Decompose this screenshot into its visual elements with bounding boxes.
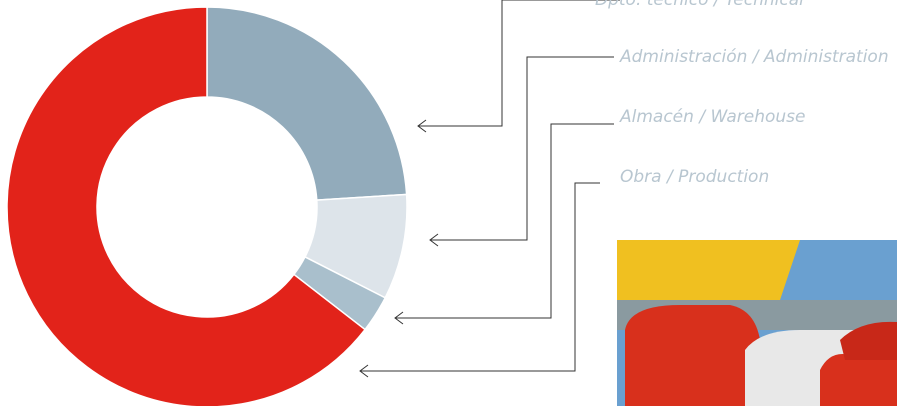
photo-van (625, 305, 760, 406)
legend-label: Dpto. técnico / Technical (595, 0, 804, 10)
photo-van (820, 354, 897, 406)
legend-label: Almacén / Warehouse (619, 107, 805, 127)
connector (418, 0, 620, 132)
connector (430, 57, 614, 246)
chart: Dpto. técnico / Technical Administración … (0, 0, 897, 406)
connector (395, 124, 614, 324)
legend-label: Administración / Administration (619, 47, 889, 67)
legend-label: Obra / Production (620, 167, 769, 187)
donut-segment (207, 7, 407, 200)
page: {"chart_data": {"type": "donut", "catego… (0, 0, 897, 406)
photo (617, 240, 897, 406)
